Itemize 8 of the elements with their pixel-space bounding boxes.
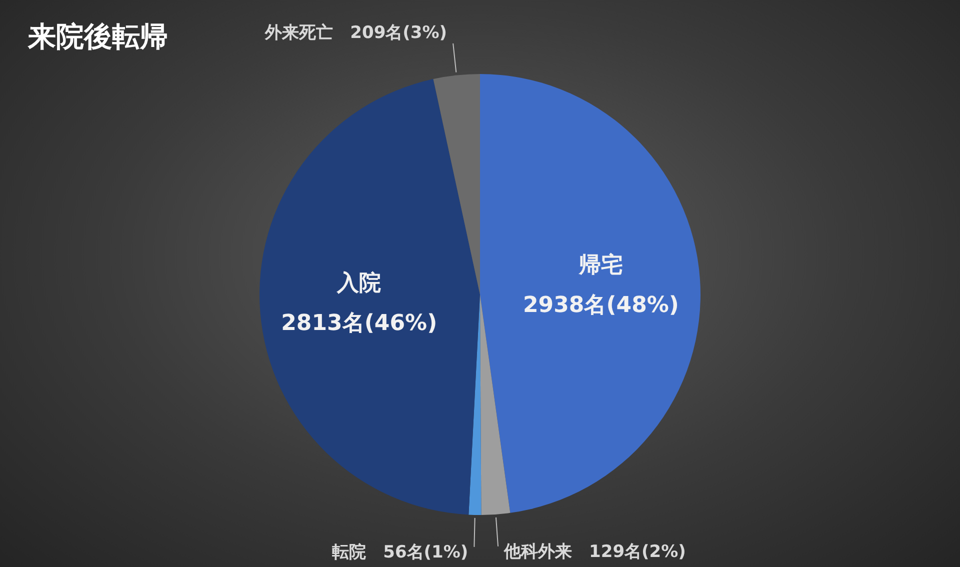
chart-title: 来院後転帰 [28, 20, 168, 54]
data-label: 2813名(46%) [281, 311, 438, 336]
slice-label: 外来死亡 209名(3%) [264, 22, 448, 43]
data-label: 2938名(48%) [522, 292, 679, 318]
slice-label: 転院 56名(1%) [331, 542, 468, 562]
slice-label: 入院 [336, 271, 382, 296]
slice-label: 他科外来 129名(2%) [503, 542, 686, 562]
slice-label: 帰宅 [578, 252, 623, 278]
